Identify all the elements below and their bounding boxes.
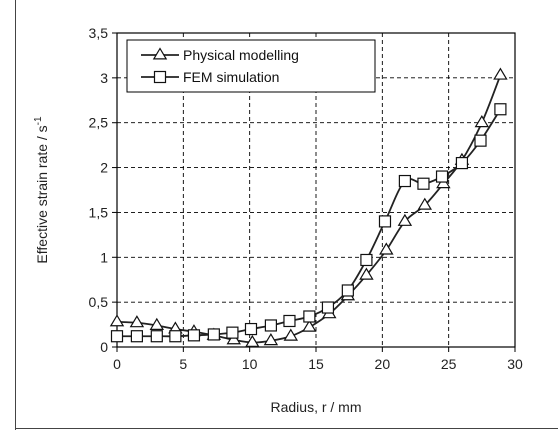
x-tick-label: 20 xyxy=(375,356,391,372)
legend-box xyxy=(126,39,376,93)
legend-label: Physical modelling xyxy=(183,47,299,63)
square-data-point xyxy=(244,322,258,336)
triangle-data-point xyxy=(417,197,433,210)
square-data-point xyxy=(378,215,392,228)
y-tick-label: 0,5 xyxy=(89,294,109,310)
y-tick-label: 1 xyxy=(100,249,108,265)
square-data-point xyxy=(283,314,296,328)
y-tick-label: 3 xyxy=(100,70,108,86)
x-tick-label: 25 xyxy=(441,356,457,372)
square-data-point xyxy=(187,329,201,342)
legend-items: Physical modelling FEM simulation xyxy=(141,47,299,85)
triangle-data-point xyxy=(263,333,279,346)
y-axis-title-group: Effective strain rate / s-1 xyxy=(33,116,50,264)
square-data-point xyxy=(169,330,182,343)
square-data-point xyxy=(398,174,411,188)
square-data-point xyxy=(150,330,163,343)
series-triangle xyxy=(109,67,508,348)
legend-triangle-marker xyxy=(152,47,168,60)
square-data-point xyxy=(226,326,239,339)
square-data-point xyxy=(494,103,507,116)
triangle-data-point xyxy=(109,314,125,327)
triangle-data-point xyxy=(474,115,490,128)
square-data-point xyxy=(130,330,143,343)
triangle-data-point xyxy=(283,328,299,341)
y-tick-label: 3,5 xyxy=(89,25,109,41)
square-data-point xyxy=(341,284,354,297)
x-axis-title: Radius, r / mm xyxy=(270,399,361,415)
triangle-data-point xyxy=(302,319,317,332)
square-data-point xyxy=(264,319,277,332)
square-data-point xyxy=(474,134,487,147)
square-data-point xyxy=(360,253,373,267)
x-tick-label: 15 xyxy=(308,356,324,372)
legend-square-marker xyxy=(153,70,167,84)
triangle-data-point xyxy=(245,334,260,348)
x-tick-label: 0 xyxy=(113,356,121,372)
series-square xyxy=(110,103,507,343)
square-data-point xyxy=(303,310,316,323)
y-tick-label: 2,5 xyxy=(89,115,109,131)
y-axis-title-main: Effective strain rate / s xyxy=(34,125,50,263)
triangle-data-point xyxy=(397,213,413,226)
triangle-data-point xyxy=(129,315,145,328)
triangle-data-point xyxy=(493,67,508,80)
x-tick-label: 5 xyxy=(179,356,187,372)
legend-item: Physical modelling xyxy=(141,47,299,63)
series-group xyxy=(109,67,508,348)
y-tick-label: 0 xyxy=(100,339,108,355)
y-tick-label: 2 xyxy=(100,160,108,176)
triangle-data-point xyxy=(149,317,165,330)
square-data-point xyxy=(321,301,335,314)
y-axis-title-superscript: -1 xyxy=(33,116,44,125)
triangle-data-point xyxy=(359,267,374,280)
legend: Physical modelling FEM simulation xyxy=(126,39,376,93)
square-data-point xyxy=(207,328,220,341)
square-data-point xyxy=(455,156,469,170)
square-data-point xyxy=(110,330,124,343)
square-data-point xyxy=(417,177,430,190)
axis-ticks: 0 5 10 15 20 25 30 0 0,5 1 1,5 2 2,5 3 3,5 xyxy=(89,25,523,372)
legend-item: FEM simulation xyxy=(141,69,279,85)
y-axis-title: Effective strain rate / s-1 xyxy=(33,116,50,264)
triangle-data-point xyxy=(379,242,394,255)
legend-label: FEM simulation xyxy=(183,69,279,85)
y-tick-label: 1,5 xyxy=(89,204,109,220)
x-tick-label: 10 xyxy=(242,356,258,372)
square-data-point xyxy=(435,170,449,183)
x-tick-label: 30 xyxy=(507,356,523,372)
